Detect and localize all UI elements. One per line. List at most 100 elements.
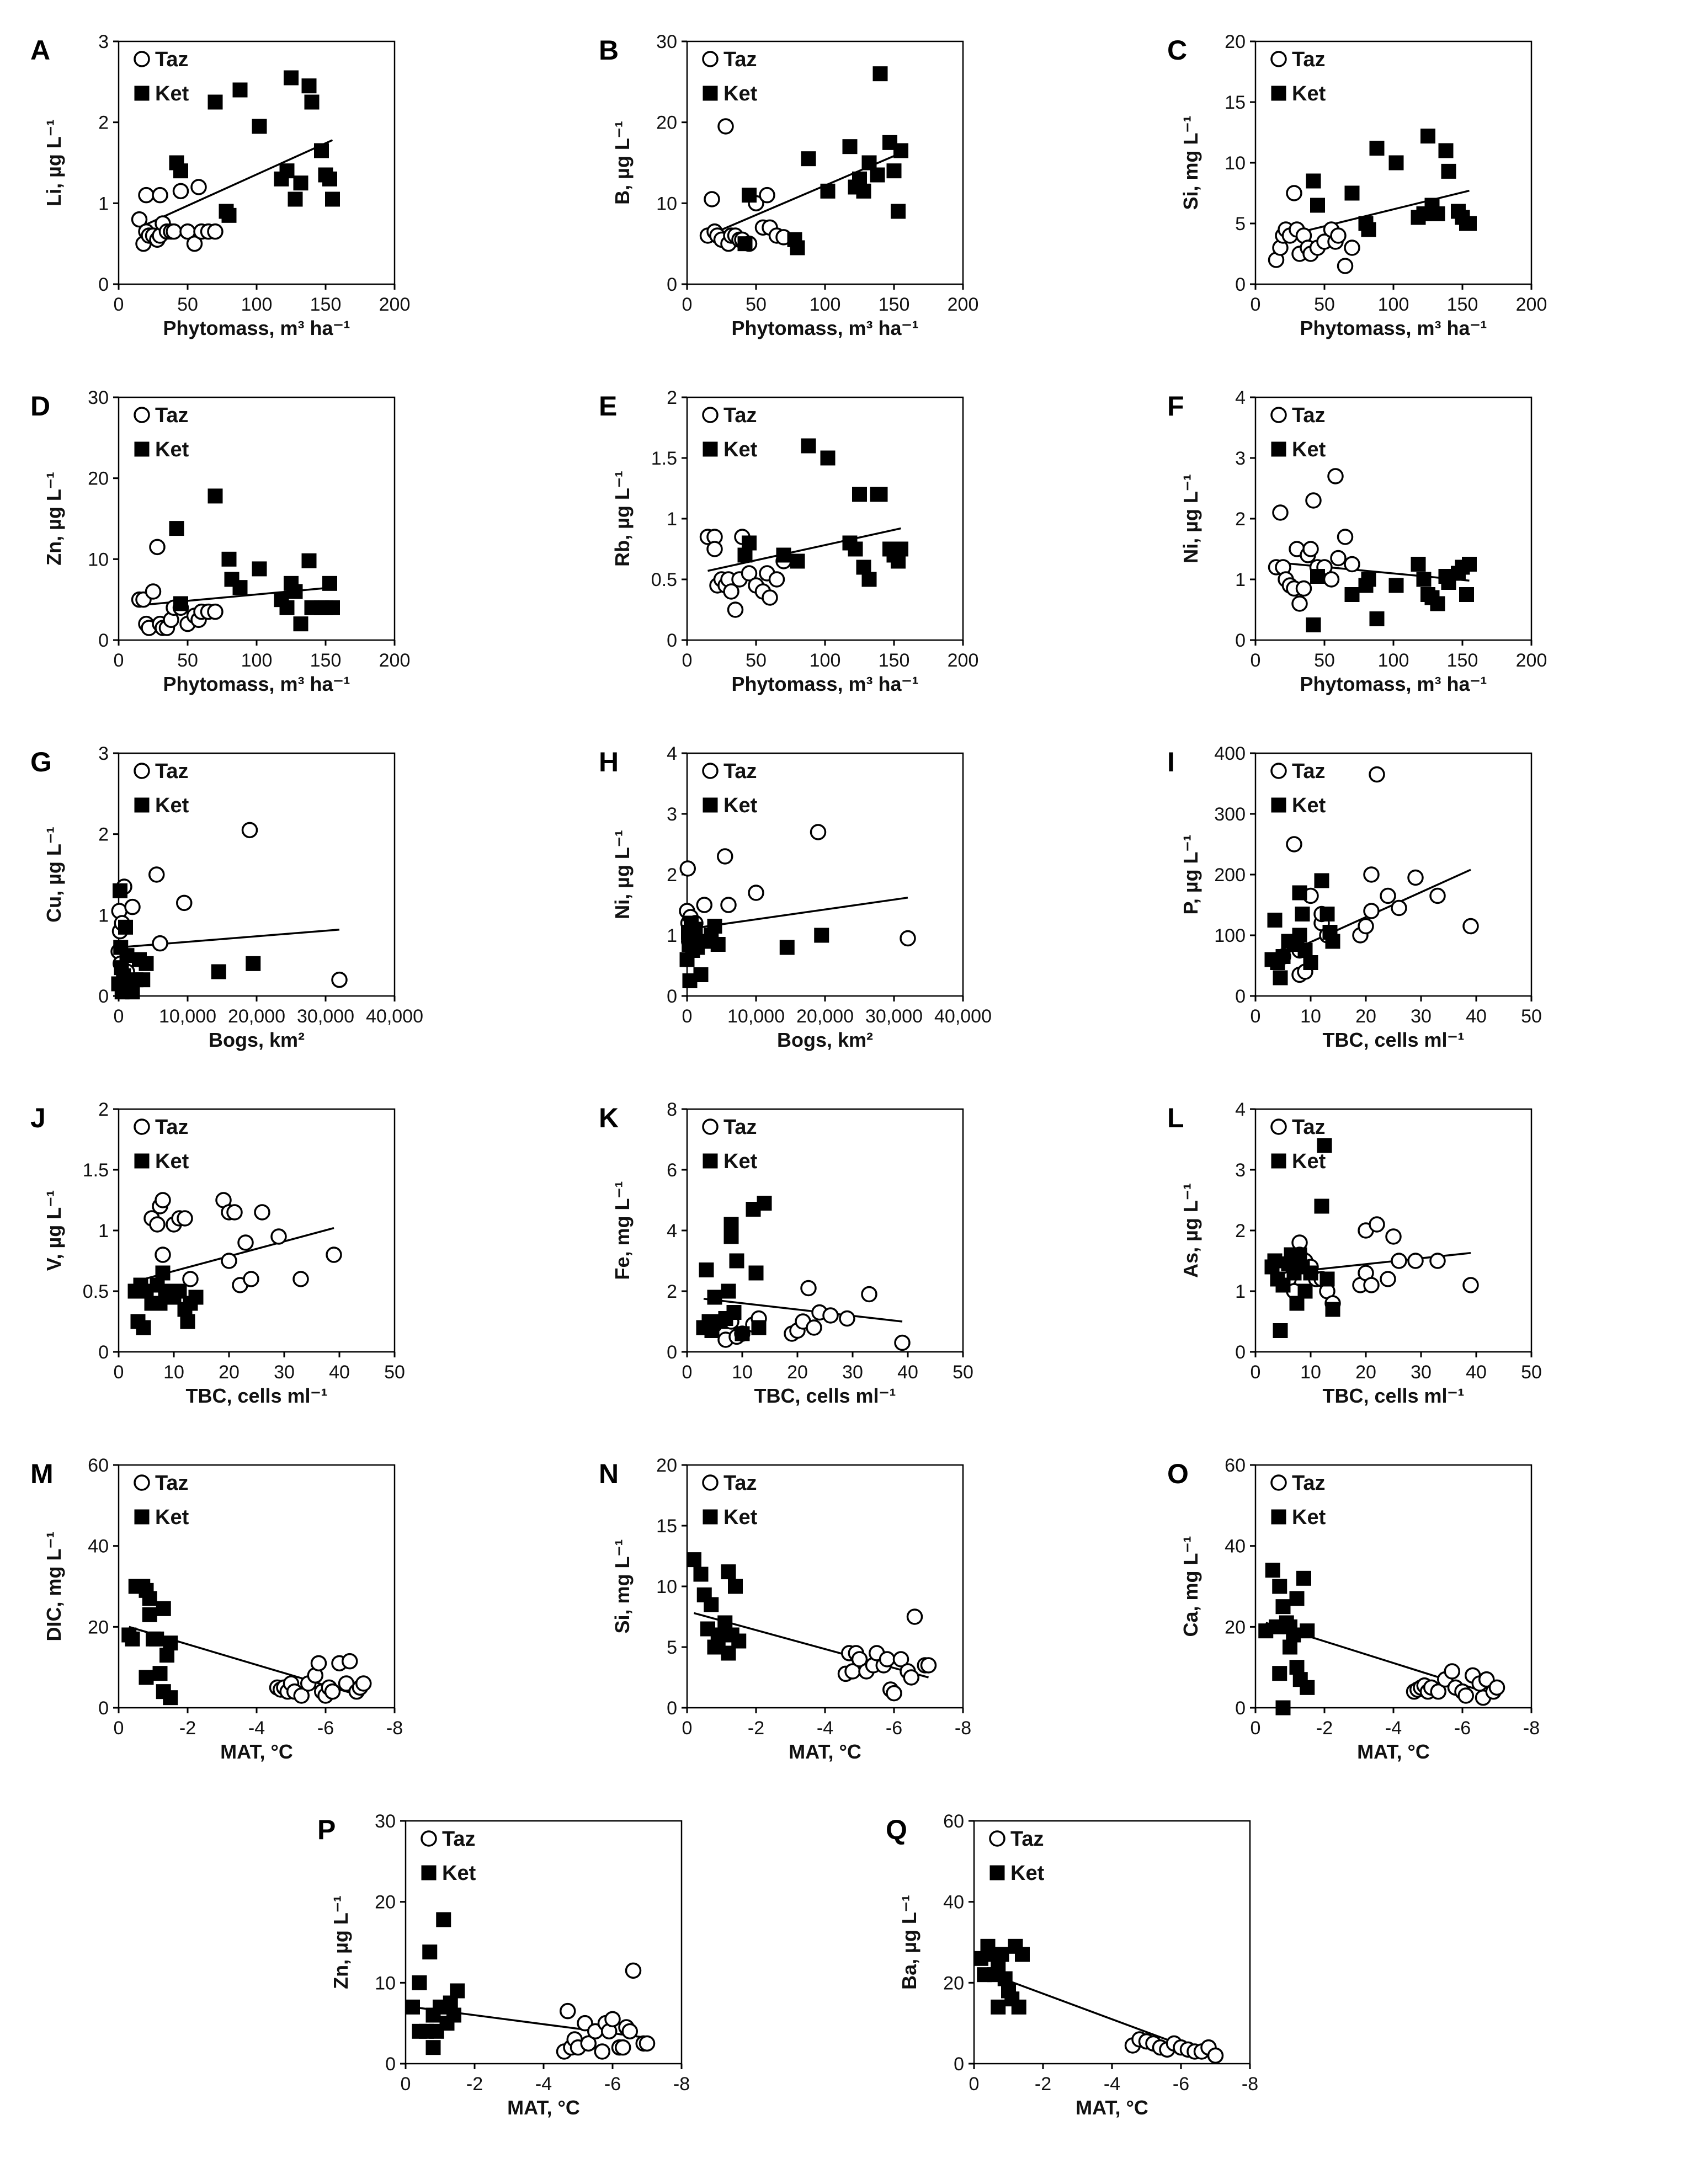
y-tick-label: 3 <box>98 743 109 764</box>
data-point-taz <box>221 1253 237 1269</box>
panel-p: 0 -2 -4 -6 -8 0 10 20 30 MAT, °C Zn, µg L⁻¹ P Taz Ket <box>317 1811 690 2119</box>
data-point-taz <box>704 191 720 207</box>
data-point-ket <box>1297 1283 1313 1299</box>
data-point-taz <box>326 1246 342 1263</box>
legend-label: Ket <box>155 1506 189 1529</box>
data-point-taz <box>706 541 723 557</box>
x-tick-label: -4 <box>1104 2074 1120 2095</box>
y-tick-label: 2 <box>1235 1221 1246 1242</box>
plot-frame <box>1254 752 1533 997</box>
data-point-ket <box>814 928 829 943</box>
y-tick-label: 5 <box>667 1637 677 1658</box>
y-axis-label: DIC, mg L⁻¹ <box>42 1532 65 1642</box>
data-point-ket <box>113 883 127 898</box>
data-point-taz <box>625 1962 642 1979</box>
data-point-taz <box>920 1657 937 1674</box>
data-point-ket <box>707 919 722 934</box>
legend-circle-icon <box>1270 1118 1287 1135</box>
data-point-ket <box>232 580 248 595</box>
x-tick-label: 0 <box>682 1362 693 1383</box>
data-point-taz <box>762 589 778 606</box>
legend-label: Ket <box>442 1862 476 1885</box>
legend-label: Ket <box>723 82 758 105</box>
data-point-ket <box>687 1552 701 1568</box>
y-tick-label: 60 <box>1225 1455 1246 1476</box>
y-tick-label: 15 <box>1225 92 1246 113</box>
data-point-taz <box>152 187 168 204</box>
data-point-ket <box>861 572 877 587</box>
data-point-ket <box>314 143 329 158</box>
data-point-ket <box>723 1217 739 1232</box>
y-tick-label: 4 <box>667 1221 677 1242</box>
data-point-ket <box>735 1326 750 1341</box>
data-point-ket <box>163 1690 178 1706</box>
data-point-taz <box>176 894 193 912</box>
data-point-taz <box>1330 550 1347 567</box>
x-axis-label: MAT, °C <box>220 1740 293 1763</box>
x-tick-label: 100 <box>810 294 841 315</box>
legend-circle-icon <box>134 407 150 423</box>
panel-a: 0 50 100 150 200 0 1 2 3 Phytomass, m³ ha⁻¹ Li, µg… <box>30 31 410 339</box>
y-axis-label: Zn, µg L⁻¹ <box>329 1895 352 1989</box>
legend-label: Ket <box>155 794 189 817</box>
data-point-ket <box>872 66 888 82</box>
y-tick-label: 3 <box>1235 1160 1246 1181</box>
x-tick-label: -6 <box>886 1718 902 1739</box>
data-point-ket <box>304 94 320 110</box>
data-point-ket <box>279 163 295 179</box>
data-point-ket <box>125 1631 140 1647</box>
y-tick-label: 20 <box>1225 31 1246 52</box>
data-point-ket <box>870 167 885 183</box>
y-tick-label: 4 <box>667 743 677 764</box>
data-point-ket <box>699 1262 714 1277</box>
x-tick-label: 40 <box>1466 1006 1487 1027</box>
panel-letter: G <box>30 747 52 777</box>
x-tick-label: 200 <box>948 650 979 671</box>
y-axis-label: V, µg L⁻¹ <box>42 1190 65 1271</box>
y-tick-label: 100 <box>1214 925 1246 946</box>
y-axis-label: Ba, µg L⁻¹ <box>898 1895 920 1990</box>
data-point-ket <box>207 488 223 504</box>
x-tick-label: 150 <box>310 294 342 315</box>
data-point-ket <box>776 547 791 563</box>
x-tick-label: 0 <box>682 650 693 671</box>
y-tick-label: 1 <box>98 193 109 214</box>
data-point-taz <box>149 539 166 556</box>
data-point-ket <box>139 956 154 971</box>
panel-letter: C <box>1167 35 1187 66</box>
data-point-ket <box>707 1290 722 1305</box>
data-point-taz <box>1369 766 1385 783</box>
plot-frame <box>686 752 964 997</box>
panel-letter: D <box>30 391 50 422</box>
data-point-taz <box>254 1204 270 1221</box>
data-point-ket <box>1416 572 1432 587</box>
x-axis-label: Bogs, km² <box>209 1029 305 1051</box>
panel-letter: A <box>30 35 50 66</box>
data-point-taz <box>1295 580 1312 597</box>
data-point-taz <box>226 1204 243 1221</box>
legend-label: Ket <box>1292 438 1326 461</box>
x-tick-label: 0 <box>114 1718 124 1739</box>
y-axis-label: P, µg L⁻¹ <box>1179 834 1202 914</box>
data-point-taz <box>177 1210 193 1227</box>
data-point-ket <box>1462 557 1477 572</box>
x-axis-label: TBC, cells ml⁻¹ <box>1322 1384 1464 1407</box>
x-tick-label: 0 <box>114 650 124 671</box>
data-point-ket <box>737 236 753 252</box>
data-point-ket <box>1306 617 1321 632</box>
legend-circle-icon <box>702 1474 719 1491</box>
panel-j: 0 10 20 30 40 50 0 0.5 1 1.5 2 TBC, cells ml⁻¹ V, µg… <box>30 1099 405 1407</box>
legend-label: Taz <box>1292 1116 1326 1139</box>
data-point-taz <box>720 897 737 913</box>
data-point-ket <box>142 1591 157 1606</box>
legend-label: Taz <box>155 760 189 783</box>
x-tick-label: 0 <box>1251 294 1261 315</box>
panel-letter: O <box>1167 1458 1189 1489</box>
x-tick-label: 0 <box>682 294 693 315</box>
x-tick-label: 200 <box>1516 650 1547 671</box>
y-tick-label: 6 <box>667 1160 677 1181</box>
y-tick-label: 0 <box>667 630 677 651</box>
data-point-ket <box>1462 216 1477 231</box>
data-point-ket <box>149 1631 164 1647</box>
y-tick-label: 0 <box>1235 274 1246 295</box>
